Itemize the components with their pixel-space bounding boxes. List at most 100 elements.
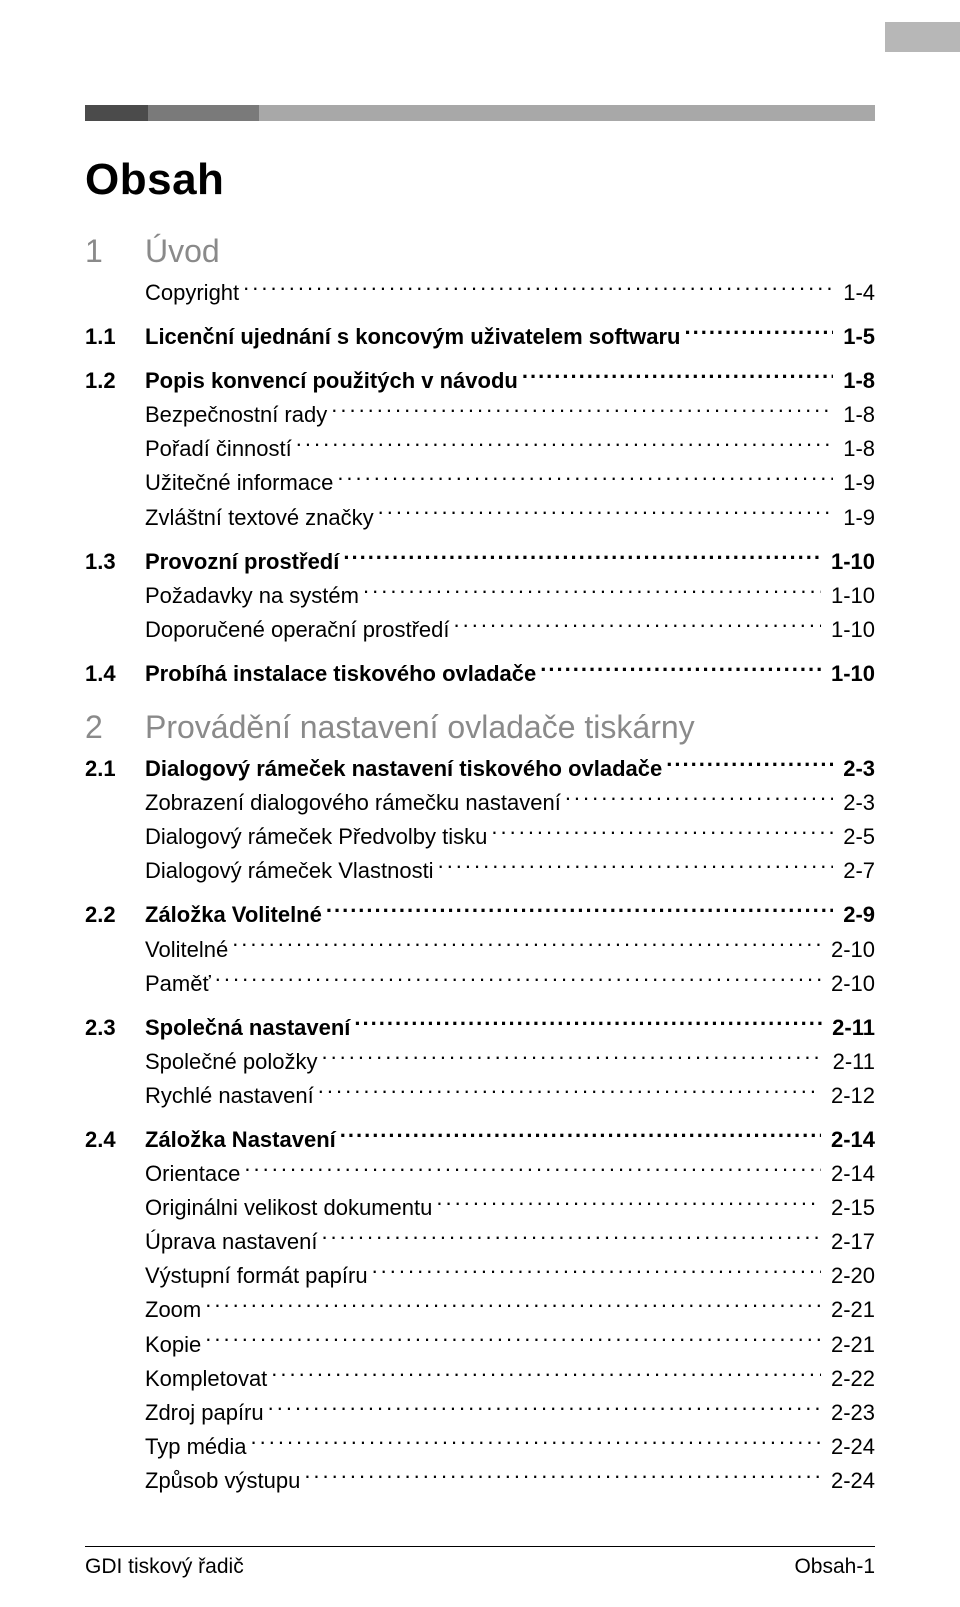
toc-page-number: 1-10	[825, 579, 875, 613]
dot-leader	[522, 366, 833, 388]
dot-leader	[337, 468, 833, 490]
toc-label: Zoom	[145, 1293, 201, 1327]
toc-section: 2.1Dialogový rámeček nastavení tiskového…	[85, 752, 875, 786]
dot-leader	[251, 1432, 821, 1454]
footer-left: GDI tiskový řadič	[85, 1555, 244, 1579]
toc-label: Doporučené operační prostředí	[145, 613, 450, 647]
toc-label: Kompletovat	[145, 1362, 267, 1396]
toc-label: Požadavky na systém	[145, 579, 359, 613]
toc-label: Volitelné	[145, 933, 228, 967]
toc-subitem: Originálni velikost dokumentu2-15	[85, 1191, 875, 1225]
chapter-title: Provádění nastavení ovladače tiskárny	[145, 709, 695, 746]
dot-leader	[340, 1125, 821, 1147]
toc-page-number: 1-5	[837, 320, 875, 354]
dot-leader	[438, 856, 834, 878]
toc-page-number: 2-10	[825, 933, 875, 967]
toc-subitem: Požadavky na systém 1-10	[85, 579, 875, 613]
toc-subitem: Užitečné informace1-9	[85, 466, 875, 500]
toc-subitem: Způsob výstupu2-24	[85, 1464, 875, 1498]
toc-subitem: Dialogový rámeček Vlastnosti 2-7	[85, 854, 875, 888]
toc-label: Zvláštní textové značky	[145, 501, 374, 535]
section-number: 1.2	[85, 364, 145, 398]
toc-label: Typ média	[145, 1430, 247, 1464]
section-number: 1.3	[85, 545, 145, 579]
toc-page-number: 2-24	[825, 1464, 875, 1498]
toc-label: Dialogový rámeček nastavení tiskového ov…	[145, 752, 662, 786]
toc-page-number: 2-7	[837, 854, 875, 888]
dot-leader	[491, 822, 833, 844]
toc-label: Popis konvencí použitých v návodu	[145, 364, 518, 398]
toc-subitem: Zdroj papíru2-23	[85, 1396, 875, 1430]
footer: GDI tiskový řadič Obsah-1	[85, 1555, 875, 1579]
toc-label: Pořadí činností	[145, 432, 292, 466]
document-page: Obsah 1ÚvodCopyright1-41.1Licenční ujedn…	[0, 0, 960, 1607]
toc-subitem: Volitelné 2-10	[85, 933, 875, 967]
dot-leader	[331, 400, 833, 422]
toc-subitem: Paměť 2-10	[85, 967, 875, 1001]
toc-label: Paměť	[145, 967, 211, 1001]
page-tab-marker	[885, 22, 960, 52]
header-band	[85, 105, 875, 121]
chapter-title: Úvod	[145, 233, 220, 270]
toc-label: Výstupní formát papíru	[145, 1259, 368, 1293]
dot-leader	[244, 1159, 821, 1181]
dot-leader	[454, 615, 821, 637]
section-number: 1.4	[85, 657, 145, 691]
dot-leader	[343, 547, 821, 569]
toc-label: Záložka Volitelné	[145, 898, 322, 932]
toc-page-number: 1-9	[837, 501, 875, 535]
toc-label: Bezpečnostní rady	[145, 398, 327, 432]
footer-right: Obsah-1	[794, 1555, 875, 1579]
section-number: 2.3	[85, 1011, 145, 1045]
toc-label: Úprava nastavení	[145, 1225, 317, 1259]
toc-label: Zobrazení dialogového rámečku nastavení	[145, 786, 561, 820]
toc-page-number: 2-11	[827, 1045, 875, 1079]
toc-page-number: 2-14	[825, 1157, 875, 1191]
toc-page-number: 2-22	[825, 1362, 875, 1396]
toc-subitem: Bezpečnostní rady 1-8	[85, 398, 875, 432]
toc-subitem: Kopie2-21	[85, 1328, 875, 1362]
toc-subitem: Úprava nastavení2-17	[85, 1225, 875, 1259]
section-number: 2.4	[85, 1123, 145, 1157]
toc-page-number: 2-9	[837, 898, 875, 932]
toc-page-number: 1-8	[837, 398, 875, 432]
toc-subitem: Orientace2-14	[85, 1157, 875, 1191]
toc-label: Dialogový rámeček Vlastnosti	[145, 854, 434, 888]
chapter-number: 2	[85, 709, 145, 746]
page-title: Obsah	[85, 155, 875, 205]
dot-leader	[318, 1081, 821, 1103]
toc-page-number: 2-5	[837, 820, 875, 854]
dot-leader	[321, 1227, 821, 1249]
dot-leader	[363, 581, 821, 603]
toc-subitem: Dialogový rámeček Předvolby tisku 2-5	[85, 820, 875, 854]
chapter-heading: 2Provádění nastavení ovladače tiskárny	[85, 709, 875, 746]
toc-label: Záložka Nastavení	[145, 1123, 336, 1157]
toc-page-number: 2-10	[825, 967, 875, 1001]
dot-leader	[205, 1295, 821, 1317]
section-number: 2.1	[85, 752, 145, 786]
dot-leader	[326, 900, 833, 922]
toc-page-number: 2-3	[837, 786, 875, 820]
toc-page-number: 1-4	[837, 276, 875, 310]
toc-page-number: 2-21	[825, 1293, 875, 1327]
dot-leader	[684, 322, 833, 344]
toc-subitem: Pořadí činností 1-8	[85, 432, 875, 466]
section-number: 1.1	[85, 320, 145, 354]
toc-label: Probíhá instalace tiskového ovladače	[145, 657, 536, 691]
toc-subitem: Kompletovat 2-22	[85, 1362, 875, 1396]
footer-rule	[85, 1546, 875, 1547]
toc-page-number: 2-20	[825, 1259, 875, 1293]
toc-page-number: 1-8	[837, 432, 875, 466]
toc-label: Společné položky	[145, 1045, 317, 1079]
toc-subitem: Výstupní formát papíru 2-20	[85, 1259, 875, 1293]
dot-leader	[565, 788, 833, 810]
toc-page-number: 1-8	[837, 364, 875, 398]
toc-section: 1.2Popis konvencí použitých v návodu 1-8	[85, 364, 875, 398]
dot-leader	[296, 434, 833, 456]
toc-label: Dialogový rámeček Předvolby tisku	[145, 820, 487, 854]
chapter-number: 1	[85, 233, 145, 270]
toc-subitem: Copyright1-4	[85, 276, 875, 310]
toc-label: Užitečné informace	[145, 466, 333, 500]
toc-page-number: 2-23	[825, 1396, 875, 1430]
toc-label: Provozní prostředí	[145, 545, 339, 579]
